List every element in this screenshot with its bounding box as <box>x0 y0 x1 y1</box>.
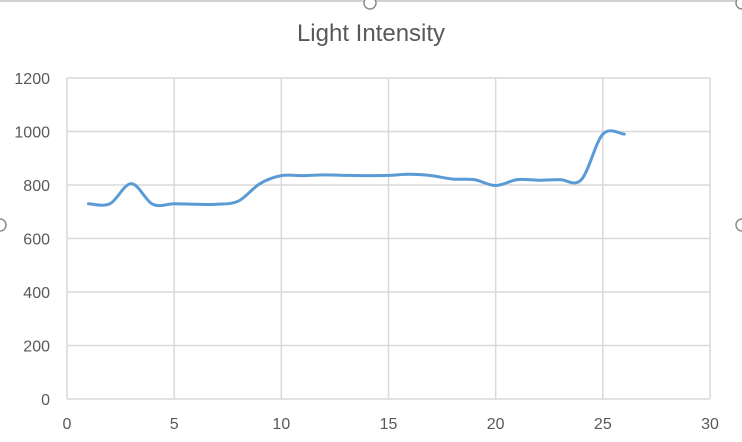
y-tick-label: 200 <box>23 339 50 356</box>
x-tick-label: 25 <box>594 416 612 433</box>
y-tick-label: 1000 <box>14 125 50 142</box>
x-tick-label: 30 <box>701 416 719 433</box>
resize-handle[interactable] <box>735 0 742 10</box>
y-tick-label: 800 <box>23 178 50 195</box>
y-tick-label: 400 <box>23 285 50 302</box>
x-tick-label: 20 <box>487 416 505 433</box>
x-tick-label: 0 <box>63 416 72 433</box>
resize-handle[interactable] <box>363 0 377 10</box>
x-tick-label: 15 <box>380 416 398 433</box>
x-tick-label: 5 <box>170 416 179 433</box>
resize-handle[interactable] <box>0 218 7 232</box>
resize-handle[interactable] <box>735 218 742 232</box>
series-line <box>86 129 626 208</box>
x-tick-label: 10 <box>272 416 290 433</box>
y-tick-label: 1200 <box>14 71 50 88</box>
chart-title: Light Intensity <box>296 20 446 47</box>
y-tick-label: 0 <box>41 392 50 409</box>
y-tick-label: 600 <box>23 232 50 249</box>
